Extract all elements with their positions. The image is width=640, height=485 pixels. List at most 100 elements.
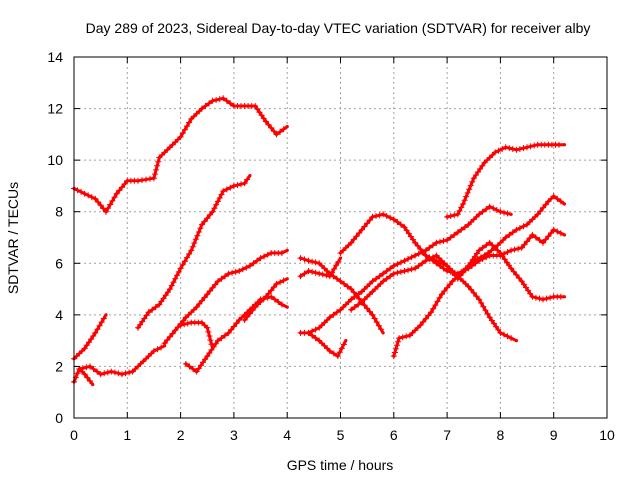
y-tick-label: 0 <box>55 410 63 426</box>
data-point <box>157 302 161 307</box>
series-trace-17 <box>422 226 567 277</box>
data-point <box>77 367 81 371</box>
data-point <box>530 233 535 237</box>
x-axis-label: GPS time / hours <box>287 457 394 473</box>
data-point <box>552 295 556 299</box>
data-point <box>253 104 257 108</box>
data-point <box>211 210 215 214</box>
data-point <box>157 156 161 160</box>
data-point <box>317 326 321 330</box>
data-point <box>488 253 492 258</box>
data-point <box>83 372 87 376</box>
series-line <box>184 295 289 374</box>
x-tick-label: 7 <box>443 427 451 443</box>
data-point <box>397 336 401 340</box>
chart-title: Day 289 of 2023, Sidereal Day-to-day VTE… <box>86 20 591 36</box>
data-point <box>280 251 284 255</box>
data-point <box>136 179 140 183</box>
data-point <box>509 266 513 270</box>
data-point <box>514 228 519 232</box>
series-trace-12 <box>297 329 348 360</box>
data-point <box>93 331 97 335</box>
data-point <box>552 194 556 198</box>
data-point <box>381 279 385 283</box>
series-markers <box>135 176 251 331</box>
data-point <box>338 308 343 312</box>
data-point <box>541 241 545 245</box>
data-point <box>216 339 220 343</box>
data-point <box>131 370 135 374</box>
data-point <box>147 310 151 314</box>
data-point <box>514 339 519 343</box>
data-point <box>298 331 303 335</box>
data-point <box>370 215 375 219</box>
data-point <box>482 161 486 165</box>
series-trace-6 <box>161 248 289 347</box>
data-point <box>328 274 332 278</box>
data-point <box>536 143 540 147</box>
data-point <box>429 310 433 314</box>
data-point <box>424 248 428 252</box>
data-point <box>381 331 385 335</box>
series-trace-19 <box>444 203 513 244</box>
data-point <box>336 354 340 358</box>
series-trace-5 <box>135 174 252 331</box>
data-point <box>152 349 156 353</box>
data-point <box>413 241 417 245</box>
data-point <box>227 331 231 335</box>
series-trace-1 <box>71 95 289 215</box>
data-point <box>477 259 481 263</box>
series-line <box>392 194 566 358</box>
series-trace-2 <box>71 313 108 362</box>
data-point <box>536 212 540 216</box>
data-point <box>488 315 492 319</box>
x-tick-label: 10 <box>599 427 615 443</box>
data-point <box>546 143 551 147</box>
data-point <box>88 364 92 368</box>
data-point <box>248 264 252 268</box>
data-point <box>285 248 289 252</box>
data-point <box>392 217 396 221</box>
data-point <box>456 212 460 216</box>
data-point <box>298 274 303 278</box>
data-point <box>493 150 497 154</box>
x-tick-label: 4 <box>283 427 291 443</box>
series-trace-4 <box>76 344 167 378</box>
data-point <box>370 290 375 294</box>
data-point <box>211 99 215 103</box>
series-line <box>339 212 518 343</box>
data-point <box>477 212 481 216</box>
y-tick-label: 12 <box>47 101 63 117</box>
data-point <box>173 328 177 332</box>
data-point <box>456 272 460 276</box>
data-point <box>466 266 470 270</box>
data-point <box>360 228 364 232</box>
data-point <box>370 279 375 283</box>
data-point <box>413 266 417 270</box>
series-markers <box>422 226 564 277</box>
data-point <box>306 331 311 335</box>
series-line <box>445 143 566 219</box>
data-point <box>163 341 167 345</box>
data-point <box>552 228 556 232</box>
data-point <box>248 174 252 178</box>
data-point <box>285 277 289 281</box>
data-point <box>472 259 476 263</box>
series-layer <box>71 95 567 387</box>
data-point <box>461 202 465 206</box>
data-point <box>136 326 140 330</box>
data-point <box>541 297 545 301</box>
data-point <box>184 315 188 319</box>
data-point <box>141 359 145 363</box>
data-point <box>237 269 241 273</box>
x-tick-label: 1 <box>123 427 131 443</box>
data-point <box>445 269 449 273</box>
data-point <box>184 362 188 366</box>
data-point <box>434 253 438 258</box>
data-point <box>413 253 417 258</box>
data-point <box>317 339 321 343</box>
data-point <box>456 230 460 234</box>
data-point <box>445 238 449 242</box>
data-point <box>264 119 268 124</box>
